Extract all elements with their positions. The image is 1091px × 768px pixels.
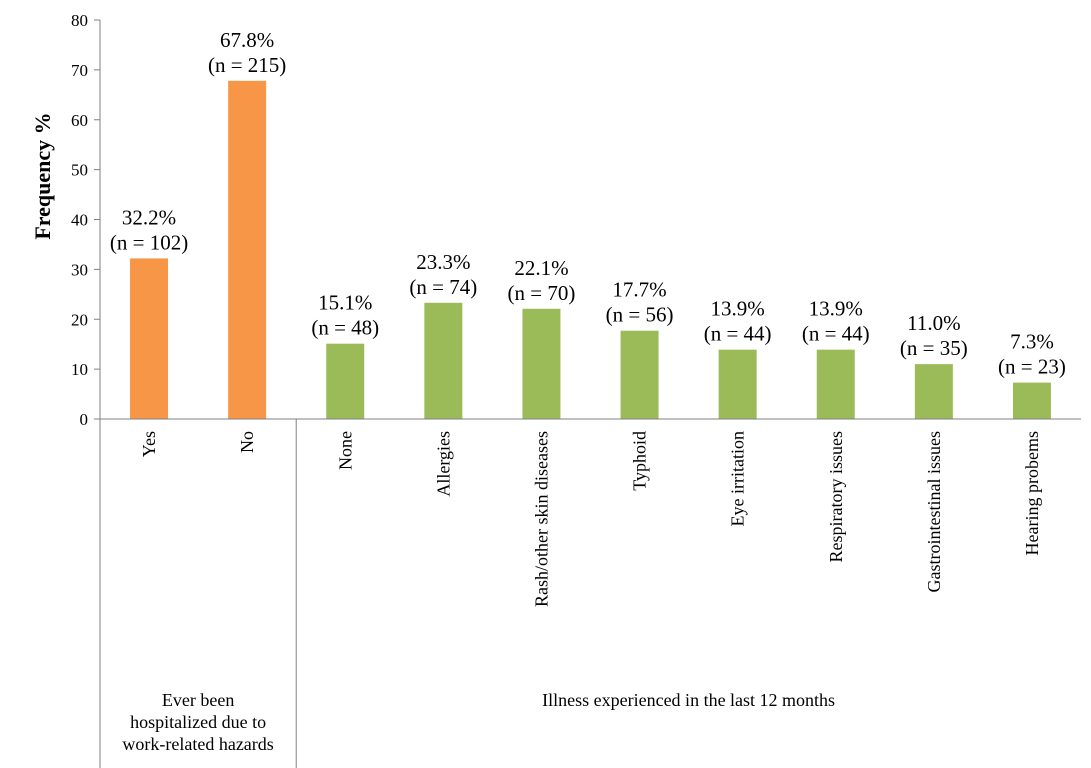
data-label-count: (n = 56) bbox=[606, 303, 674, 327]
x-tick-label: None bbox=[335, 431, 355, 470]
data-label-count: (n = 35) bbox=[900, 336, 968, 360]
bar-no bbox=[228, 80, 267, 419]
data-label-percent: 67.8% bbox=[220, 28, 274, 52]
x-tick-label: Eye irritation bbox=[728, 431, 748, 526]
data-label-count: (n = 44) bbox=[802, 322, 870, 346]
bar-yes bbox=[130, 258, 169, 419]
data-label-percent: 15.1% bbox=[318, 291, 372, 315]
bars: 32.2%(n = 102) 67.8%(n = 215) 15.1%(n = 48… bbox=[110, 28, 1066, 419]
bar-gastrointestinal-issues bbox=[914, 364, 953, 419]
data-label-percent: 17.7% bbox=[612, 278, 666, 302]
bar-rash-other-skin-diseases bbox=[522, 308, 561, 419]
bar-eye-irritation bbox=[718, 349, 757, 419]
data-label-percent: 13.9% bbox=[809, 297, 863, 321]
group-label: Ever been bbox=[162, 690, 234, 710]
y-axis-label: Frequency % bbox=[30, 112, 55, 239]
data-label-percent: 32.2% bbox=[122, 205, 176, 229]
x-tick-label: Yes bbox=[139, 431, 159, 457]
y-tick-label: 50 bbox=[71, 161, 88, 180]
bar-hearing-probems bbox=[1012, 382, 1051, 419]
y-tick-label: 70 bbox=[71, 61, 88, 80]
data-label-count: (n = 74) bbox=[409, 275, 477, 299]
bar-respiratory-issues bbox=[816, 349, 855, 419]
y-tick-label: 0 bbox=[80, 410, 89, 429]
data-label-count: (n = 44) bbox=[704, 322, 772, 346]
y-tick-label: 30 bbox=[71, 260, 88, 279]
y-tick-label: 10 bbox=[71, 360, 88, 379]
data-label-count: (n = 70) bbox=[508, 281, 576, 305]
data-label-count: (n = 23) bbox=[998, 355, 1066, 379]
bar-allergies bbox=[424, 302, 463, 419]
x-tick-label: Rash/other skin diseases bbox=[531, 431, 551, 607]
data-label-percent: 22.1% bbox=[514, 256, 568, 280]
y-tick-label: 60 bbox=[71, 111, 88, 130]
y-tick-label: 40 bbox=[71, 211, 88, 230]
x-tick-label: No bbox=[237, 431, 257, 453]
data-label-count: (n = 102) bbox=[110, 230, 188, 254]
x-tick-label: Allergies bbox=[433, 431, 453, 497]
x-tick-label: Respiratory issues bbox=[826, 431, 846, 562]
data-label-percent: 23.3% bbox=[416, 250, 470, 274]
data-label-percent: 7.3% bbox=[1010, 330, 1054, 354]
group-label: work-related hazards bbox=[122, 734, 273, 754]
x-tick-label: Hearing probems bbox=[1022, 431, 1042, 555]
data-label-count: (n = 215) bbox=[208, 53, 286, 77]
x-tick-label: Gastrointestinal issues bbox=[924, 431, 944, 592]
data-label-percent: 11.0% bbox=[907, 311, 960, 335]
x-tick-label: Typhoid bbox=[630, 431, 650, 491]
group-label: hospitalized due to bbox=[130, 712, 266, 732]
bar-none bbox=[326, 343, 365, 419]
y-axis: 0 10 20 30 40 50 60 70 80 bbox=[71, 11, 101, 429]
y-tick-label: 80 bbox=[71, 11, 88, 30]
y-tick-label: 20 bbox=[71, 310, 88, 329]
bar-typhoid bbox=[620, 330, 659, 419]
data-label-count: (n = 48) bbox=[311, 316, 379, 340]
data-label-percent: 13.9% bbox=[711, 297, 765, 321]
group-label: Illness experienced in the last 12 month… bbox=[542, 690, 835, 710]
